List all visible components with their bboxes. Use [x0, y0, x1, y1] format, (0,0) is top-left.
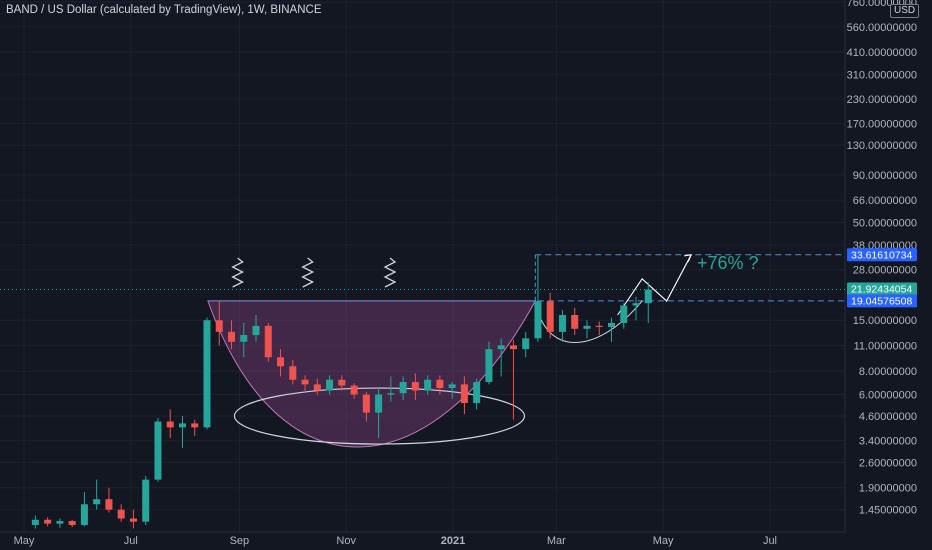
- y-tick-label: 3.40000000: [859, 436, 917, 448]
- x-tick-label: Sep: [230, 535, 250, 547]
- candle-body: [117, 509, 125, 519]
- candle-body: [375, 394, 383, 413]
- candle-body: [509, 345, 517, 350]
- currency-button[interactable]: USD: [890, 4, 920, 18]
- price-tag-value: 21.92434054: [851, 283, 912, 295]
- y-tick-label: 8.00000000: [859, 366, 917, 378]
- candles: [31, 254, 652, 529]
- candle-body: [620, 305, 628, 323]
- candle-body: [313, 384, 321, 391]
- candle-body: [154, 421, 162, 480]
- x-tick-label: May: [653, 535, 674, 547]
- squiggle-marker: [231, 257, 245, 288]
- candle-body: [571, 314, 579, 329]
- candle-body: [191, 423, 199, 428]
- y-tick-label: 4.60000000: [859, 411, 917, 423]
- candle-body: [31, 519, 39, 525]
- y-tick-label: 15.00000000: [853, 315, 917, 327]
- candle-body: [301, 379, 309, 385]
- x-tick-label: Jul: [124, 535, 138, 547]
- candle-body: [264, 325, 272, 358]
- y-tick-label: 11.00000000: [854, 340, 917, 352]
- chart-title: BAND / US Dollar (calculated by TradingV…: [6, 4, 322, 16]
- y-tick-label: 28.00000000: [853, 265, 917, 277]
- candle-body: [399, 382, 407, 394]
- candle-body: [166, 421, 174, 428]
- candle-body: [326, 379, 334, 391]
- candle-body: [522, 338, 530, 350]
- candle-body: [387, 393, 395, 395]
- candle-body: [129, 518, 137, 522]
- grid: [0, 0, 845, 532]
- candle-body: [178, 423, 186, 428]
- y-tick-label: 230.00000000: [847, 94, 917, 106]
- y-tick-label: 50.00000000: [853, 218, 917, 230]
- candle-body: [607, 322, 615, 327]
- candle-body: [583, 325, 591, 329]
- y-tick-label: 90.00000000: [853, 170, 917, 182]
- y-tick-label: 2.60000000: [859, 457, 917, 469]
- candle-body: [44, 519, 52, 524]
- candle-body: [424, 379, 432, 391]
- bottom-highlight-ellipse: [233, 387, 526, 445]
- candle-body: [228, 331, 236, 342]
- candle-body: [289, 366, 297, 380]
- candle-body: [105, 499, 113, 510]
- price-tag: [847, 294, 917, 308]
- price-tag: [847, 248, 917, 262]
- candle-body: [558, 314, 566, 332]
- x-tick-label: May: [14, 535, 35, 547]
- price-tag-value: 33.61610734: [851, 249, 912, 261]
- x-tick-label: Nov: [336, 535, 356, 547]
- cup-pattern-area: [207, 300, 537, 448]
- candle-body: [485, 349, 493, 383]
- candle-body: [277, 357, 285, 367]
- candle-body: [350, 385, 358, 395]
- y-tick-label: 170.00000000: [847, 118, 917, 130]
- candle-body: [448, 384, 456, 389]
- candle-body: [411, 382, 419, 391]
- price-tag-value: 19.04576508: [851, 295, 912, 307]
- projection-arrowhead: [684, 254, 693, 263]
- target-percent-label: +76% ?: [697, 253, 759, 273]
- y-tick-label: 66.00000000: [853, 195, 917, 207]
- candle-body: [644, 289, 652, 304]
- candle-body: [93, 499, 101, 505]
- candle-body: [497, 345, 505, 350]
- candle-body: [240, 335, 248, 342]
- y-tick-label: 130.00000000: [847, 140, 917, 152]
- y-tick-label: 560.00000000: [847, 22, 917, 34]
- squiggle-marker: [383, 257, 397, 288]
- y-tick-label: 410.00000000: [847, 47, 917, 59]
- x-tick-label: 2021: [441, 535, 465, 547]
- y-tick-label: 1.45000000: [859, 505, 917, 517]
- candle-body: [80, 504, 88, 525]
- y-tick-label: 6.00000000: [859, 390, 917, 402]
- y-tick-label: 310.00000000: [847, 70, 917, 82]
- y-tick-label: 1.90000000: [859, 483, 917, 495]
- candle-body: [338, 379, 346, 386]
- candle-body: [460, 384, 468, 404]
- x-tick-label: Jul: [763, 535, 777, 547]
- candle-body: [68, 521, 76, 525]
- candle-body: [215, 320, 223, 332]
- candle-body: [595, 325, 603, 327]
- candle-body: [252, 325, 260, 336]
- candle-body: [203, 320, 211, 428]
- candle-body: [632, 303, 640, 306]
- candle-body: [436, 379, 444, 389]
- candle-body: [534, 301, 542, 339]
- candle-body: [473, 382, 481, 404]
- candle-body: [362, 394, 370, 413]
- y-tick-label: 760.00000000: [847, 0, 917, 9]
- candle-body: [142, 479, 150, 522]
- candle-body: [56, 521, 64, 524]
- candle-body: [546, 301, 554, 332]
- squiggle-marker: [301, 257, 315, 288]
- x-tick-label: Mar: [547, 535, 566, 547]
- projection-path: [617, 254, 692, 316]
